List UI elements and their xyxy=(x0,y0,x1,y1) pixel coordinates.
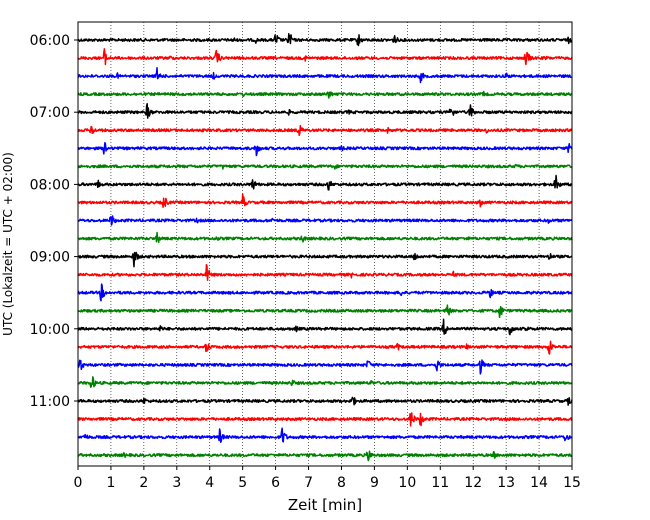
seismic-trace-4 xyxy=(77,103,573,119)
y-axis-ticks: 06:00 07:00 08:00 09:00 10:00 11:00 xyxy=(30,33,78,410)
x-tick-label: 7 xyxy=(304,475,313,491)
vertical-gridlines xyxy=(110,22,540,466)
seismic-trace-21 xyxy=(77,412,573,427)
seismic-trace-9 xyxy=(77,193,573,209)
seismic-trace-0 xyxy=(77,33,573,47)
seismic-trace-16 xyxy=(77,318,573,336)
x-tick-label: 11 xyxy=(431,475,449,491)
seismic-trace-18 xyxy=(77,359,573,375)
x-tick-label: 1 xyxy=(106,475,115,491)
x-tick-label: 12 xyxy=(464,475,482,491)
seismic-trace-7 xyxy=(77,163,573,170)
seismic-trace-17 xyxy=(77,340,573,355)
y-tick-label: 07:00 xyxy=(30,105,70,121)
x-tick-label: 5 xyxy=(238,475,247,491)
y-tick-label: 10:00 xyxy=(30,322,70,338)
x-tick-label: 6 xyxy=(271,475,280,491)
seismic-trace-23 xyxy=(77,450,573,462)
x-tick-label: 9 xyxy=(370,475,379,491)
seismic-trace-5 xyxy=(77,125,573,137)
trace-lines xyxy=(77,33,573,462)
seismic-trace-11 xyxy=(77,231,573,244)
x-axis-ticks: 0 1 2 3 4 5 6 7 8 9 10 11 12 13 14 15 xyxy=(74,466,581,491)
plot-frame xyxy=(77,21,573,467)
seismic-trace-14 xyxy=(77,283,573,302)
seismic-trace-3 xyxy=(77,90,573,99)
seismic-trace-10 xyxy=(77,215,573,226)
x-tick-label: 14 xyxy=(530,475,548,491)
x-tick-label: 13 xyxy=(497,475,515,491)
seismic-trace-1 xyxy=(77,48,573,66)
seismic-trace-19 xyxy=(77,376,573,388)
seismic-trace-15 xyxy=(77,304,573,319)
y-tick-label: 11:00 xyxy=(30,394,70,410)
x-tick-label: 15 xyxy=(563,475,581,491)
y-axis-label: UTC (Lokalzeit = UTC + 02:00) xyxy=(1,152,15,336)
seismic-trace-22 xyxy=(77,427,573,443)
y-tick-label: 06:00 xyxy=(30,33,70,49)
x-tick-label: 8 xyxy=(337,475,346,491)
seismic-trace-13 xyxy=(77,263,573,281)
x-axis-label: Zeit [min] xyxy=(288,496,362,514)
x-tick-label: 4 xyxy=(205,475,214,491)
x-tick-label: 0 xyxy=(74,475,83,491)
x-tick-label: 10 xyxy=(398,475,416,491)
x-tick-label: 2 xyxy=(139,475,148,491)
x-tick-label: 3 xyxy=(172,475,181,491)
seismic-trace-20 xyxy=(77,396,573,406)
y-tick-label: 09:00 xyxy=(30,250,70,266)
seismic-trace-2 xyxy=(77,67,573,84)
seismic-trace-12 xyxy=(77,251,573,268)
y-tick-label: 08:00 xyxy=(30,177,70,193)
seismic-trace-6 xyxy=(77,142,573,157)
seismic-trace-8 xyxy=(77,174,573,191)
